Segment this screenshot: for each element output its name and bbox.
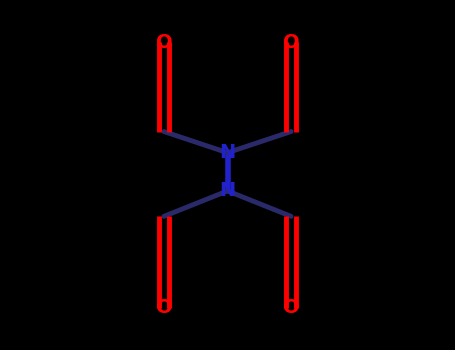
Text: O: O <box>283 298 299 317</box>
Text: N: N <box>219 143 236 162</box>
Text: O: O <box>156 33 172 52</box>
Text: O: O <box>156 298 172 317</box>
Text: N: N <box>219 181 236 201</box>
Text: O: O <box>283 33 299 52</box>
